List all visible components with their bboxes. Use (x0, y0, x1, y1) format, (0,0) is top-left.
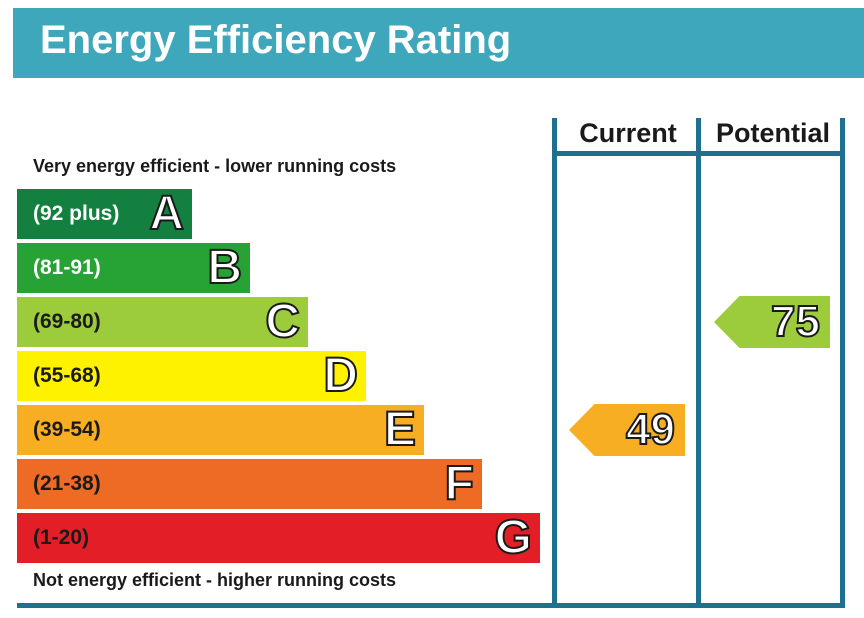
band-e: (39-54) E (17, 405, 424, 455)
band-range-label: (81-91) (33, 256, 101, 279)
title-bar: Energy Efficiency Rating (13, 8, 864, 78)
band-range-label: (39-54) (33, 418, 101, 441)
current-column-header: Current (579, 118, 677, 148)
band-letter: G (494, 511, 533, 564)
band-range-label: (69-80) (33, 310, 101, 333)
bottom-border (17, 603, 845, 608)
header-divider (552, 151, 845, 156)
band-range-label: (1-20) (33, 526, 90, 549)
band-range-label: (55-68) (33, 364, 101, 387)
top-caption: Very energy efficient - lower running co… (33, 156, 397, 176)
current-rating-arrow: 49 (569, 404, 685, 456)
band-letter: D (322, 349, 359, 402)
band-range-label: (21-38) (33, 472, 101, 495)
band-letter: B (206, 241, 243, 294)
chart-title: Energy Efficiency Rating (40, 18, 512, 62)
middle-column-border (696, 118, 701, 608)
band-c: (69-80) C (17, 297, 308, 347)
potential-rating-value: 75 (770, 297, 821, 346)
band-f: (21-38) F (17, 459, 482, 509)
current-rating-value: 49 (625, 405, 676, 454)
band-letter: E (383, 403, 417, 456)
band-a: (92 plus) A (17, 189, 192, 239)
left-column-border (552, 118, 557, 608)
right-column-border (840, 118, 845, 608)
band-g: (1-20) G (17, 513, 540, 563)
bottom-caption: Not energy efficient - higher running co… (33, 570, 397, 590)
potential-column-header: Potential (715, 118, 830, 148)
potential-rating-arrow: 75 (714, 296, 830, 348)
band-letter: C (264, 295, 301, 348)
band-letter: A (148, 187, 185, 240)
band-letter: F (444, 457, 475, 510)
band-b: (81-91) B (17, 243, 250, 293)
band-d: (55-68) D (17, 351, 366, 401)
band-range-label: (92 plus) (33, 202, 120, 225)
